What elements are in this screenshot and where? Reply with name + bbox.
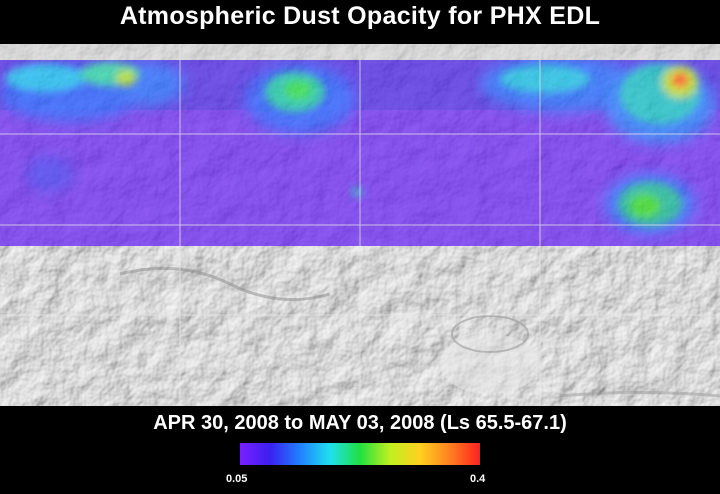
mars-dust-map (0, 44, 720, 406)
map-title: Atmospheric Dust Opacity for PHX EDL (119, 2, 601, 30)
date-range-label: APR 30, 2008 to MAY 03, 2008 (Ls 65.5-67… (153, 412, 567, 434)
colorbar-gradient (240, 443, 480, 465)
colorbar (240, 443, 480, 465)
graticule (0, 44, 720, 406)
colorbar-max-label: 0.4 (470, 473, 486, 485)
colorbar-min-label: 0.05 (226, 473, 248, 485)
